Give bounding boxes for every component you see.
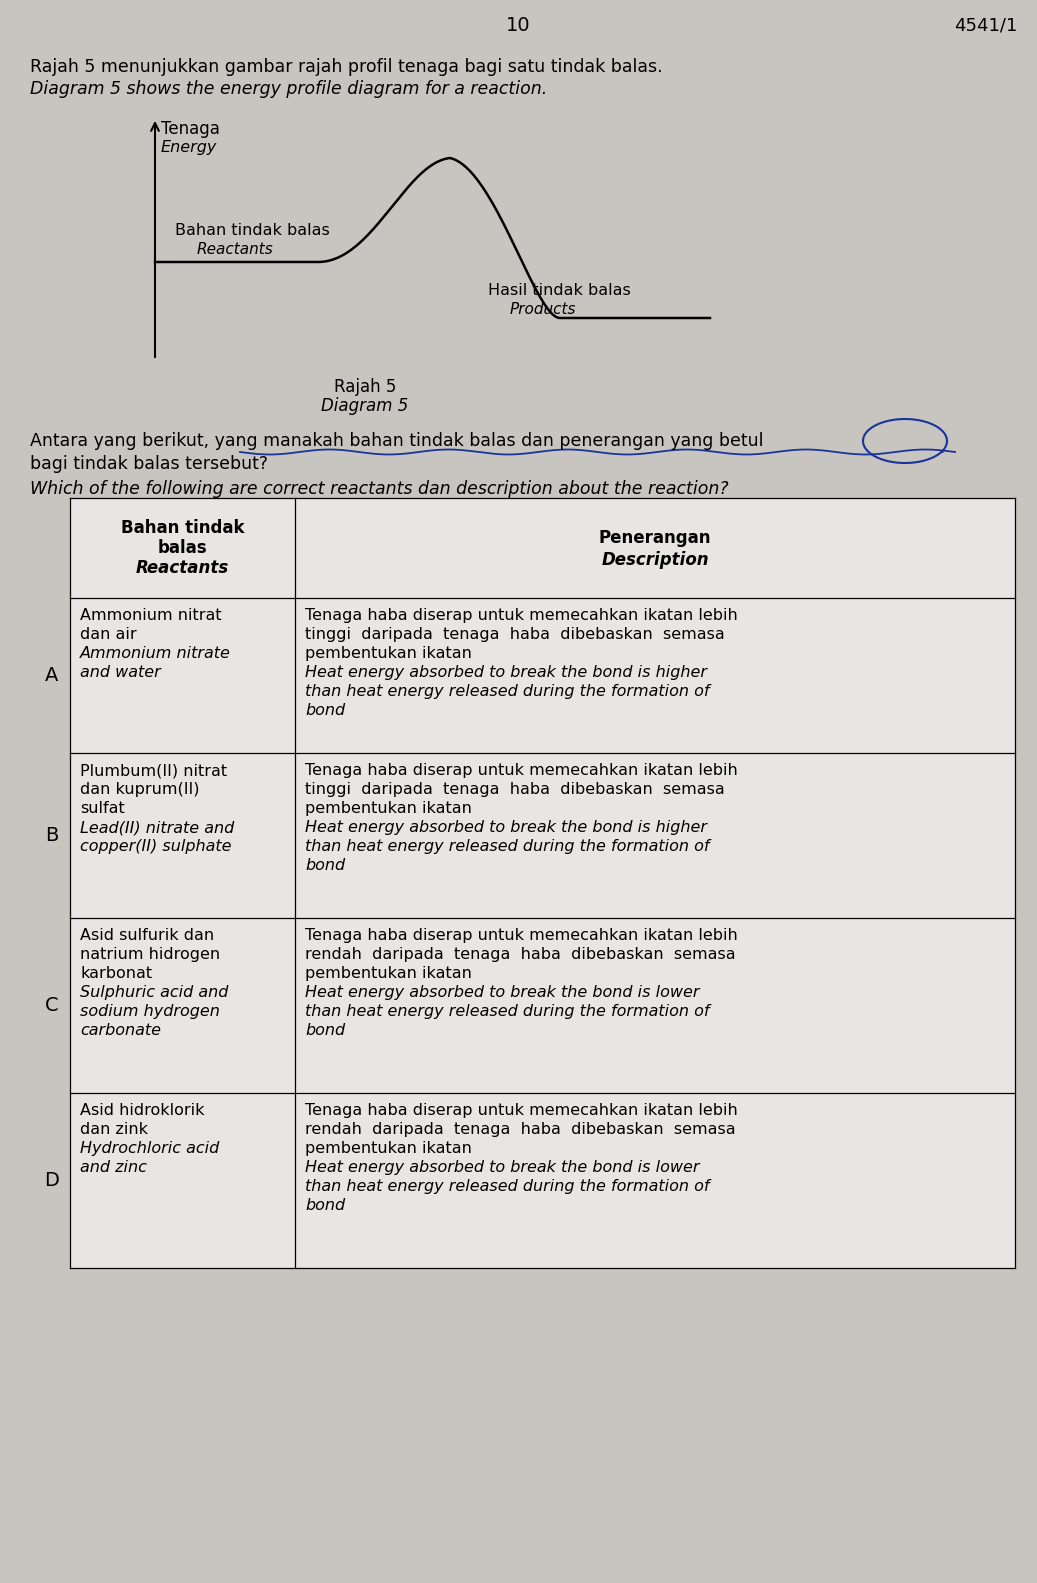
Text: Rajah 5: Rajah 5 bbox=[334, 378, 396, 396]
Text: carbonate: carbonate bbox=[80, 1023, 161, 1038]
Text: A: A bbox=[46, 666, 59, 685]
Text: dan air: dan air bbox=[80, 627, 137, 643]
Text: Heat energy absorbed to break the bond is lower: Heat energy absorbed to break the bond i… bbox=[305, 985, 700, 1000]
Text: B: B bbox=[46, 826, 59, 845]
Text: than heat energy released during the formation of: than heat energy released during the for… bbox=[305, 839, 709, 853]
Text: sodium hydrogen: sodium hydrogen bbox=[80, 1004, 220, 1019]
Text: Tenaga haba diserap untuk memecahkan ikatan lebih: Tenaga haba diserap untuk memecahkan ika… bbox=[305, 608, 737, 624]
Text: and water: and water bbox=[80, 665, 161, 681]
Text: Heat energy absorbed to break the bond is higher: Heat energy absorbed to break the bond i… bbox=[305, 820, 707, 834]
Text: Hasil tindak balas: Hasil tindak balas bbox=[488, 283, 630, 298]
Text: Asid sulfurik dan: Asid sulfurik dan bbox=[80, 928, 214, 943]
Text: Asid hidroklorik: Asid hidroklorik bbox=[80, 1103, 204, 1118]
Text: bond: bond bbox=[305, 1198, 345, 1213]
Text: Plumbum(II) nitrat: Plumbum(II) nitrat bbox=[80, 763, 227, 777]
Text: pembentukan ikatan: pembentukan ikatan bbox=[305, 646, 472, 662]
Text: pembentukan ikatan: pembentukan ikatan bbox=[305, 801, 472, 815]
Text: Sulphuric acid and: Sulphuric acid and bbox=[80, 985, 228, 1000]
Text: dan kuprum(II): dan kuprum(II) bbox=[80, 782, 199, 796]
Text: Diagram 5 shows the energy profile diagram for a reaction.: Diagram 5 shows the energy profile diagr… bbox=[30, 81, 548, 98]
Text: Which of the following are correct reactants dan description about the reaction?: Which of the following are correct react… bbox=[30, 480, 729, 499]
Text: pembentukan ikatan: pembentukan ikatan bbox=[305, 1141, 472, 1156]
Text: D: D bbox=[45, 1171, 59, 1190]
Text: and zinc: and zinc bbox=[80, 1160, 147, 1175]
Text: than heat energy released during the formation of: than heat energy released during the for… bbox=[305, 1004, 709, 1019]
Text: Rajah 5 menunjukkan gambar rajah profil tenaga bagi satu tindak balas.: Rajah 5 menunjukkan gambar rajah profil … bbox=[30, 59, 663, 76]
Text: Heat energy absorbed to break the bond is higher: Heat energy absorbed to break the bond i… bbox=[305, 665, 707, 681]
Text: copper(II) sulphate: copper(II) sulphate bbox=[80, 839, 231, 853]
Text: Ammonium nitrat: Ammonium nitrat bbox=[80, 608, 222, 624]
Text: Heat energy absorbed to break the bond is lower: Heat energy absorbed to break the bond i… bbox=[305, 1160, 700, 1175]
Text: Energy: Energy bbox=[161, 139, 218, 155]
Text: 10: 10 bbox=[506, 16, 531, 35]
Text: Tenaga haba diserap untuk memecahkan ikatan lebih: Tenaga haba diserap untuk memecahkan ika… bbox=[305, 1103, 737, 1118]
Text: karbonat: karbonat bbox=[80, 966, 152, 981]
Text: sulfat: sulfat bbox=[80, 801, 124, 815]
Text: than heat energy released during the formation of: than heat energy released during the for… bbox=[305, 1179, 709, 1194]
Text: C: C bbox=[46, 996, 59, 1015]
Text: bond: bond bbox=[305, 1023, 345, 1038]
Text: than heat energy released during the formation of: than heat energy released during the for… bbox=[305, 684, 709, 700]
Text: balas: balas bbox=[158, 538, 207, 557]
Text: natrium hidrogen: natrium hidrogen bbox=[80, 947, 220, 962]
Text: Reactants: Reactants bbox=[197, 242, 274, 256]
Bar bbox=[71, 499, 1015, 1268]
Text: Lead(II) nitrate and: Lead(II) nitrate and bbox=[80, 820, 234, 834]
Text: bagi tindak balas tersebut?: bagi tindak balas tersebut? bbox=[30, 454, 268, 473]
Text: Diagram 5: Diagram 5 bbox=[321, 397, 409, 415]
Text: 4541/1: 4541/1 bbox=[954, 16, 1017, 33]
Text: Tenaga: Tenaga bbox=[161, 120, 220, 138]
Text: Tenaga haba diserap untuk memecahkan ikatan lebih: Tenaga haba diserap untuk memecahkan ika… bbox=[305, 928, 737, 943]
Text: Bahan tindak balas: Bahan tindak balas bbox=[175, 223, 330, 237]
Text: Penerangan: Penerangan bbox=[598, 529, 711, 548]
Text: pembentukan ikatan: pembentukan ikatan bbox=[305, 966, 472, 981]
Text: tinggi  daripada  tenaga  haba  dibebaskan  semasa: tinggi daripada tenaga haba dibebaskan s… bbox=[305, 627, 725, 643]
Text: Ammonium nitrate: Ammonium nitrate bbox=[80, 646, 231, 662]
Text: Products: Products bbox=[510, 302, 577, 317]
Text: tinggi  daripada  tenaga  haba  dibebaskan  semasa: tinggi daripada tenaga haba dibebaskan s… bbox=[305, 782, 725, 796]
Text: Reactants: Reactants bbox=[136, 559, 229, 576]
Text: Bahan tindak: Bahan tindak bbox=[120, 519, 245, 537]
Text: rendah  daripada  tenaga  haba  dibebaskan  semasa: rendah daripada tenaga haba dibebaskan s… bbox=[305, 947, 735, 962]
Text: bond: bond bbox=[305, 858, 345, 872]
Text: Description: Description bbox=[601, 551, 709, 568]
Text: bond: bond bbox=[305, 703, 345, 719]
Text: Tenaga haba diserap untuk memecahkan ikatan lebih: Tenaga haba diserap untuk memecahkan ika… bbox=[305, 763, 737, 777]
Text: Antara yang berikut, yang manakah bahan tindak balas dan penerangan yang betul: Antara yang berikut, yang manakah bahan … bbox=[30, 432, 763, 450]
Text: rendah  daripada  tenaga  haba  dibebaskan  semasa: rendah daripada tenaga haba dibebaskan s… bbox=[305, 1122, 735, 1137]
Text: Hydrochloric acid: Hydrochloric acid bbox=[80, 1141, 219, 1156]
Text: dan zink: dan zink bbox=[80, 1122, 148, 1137]
